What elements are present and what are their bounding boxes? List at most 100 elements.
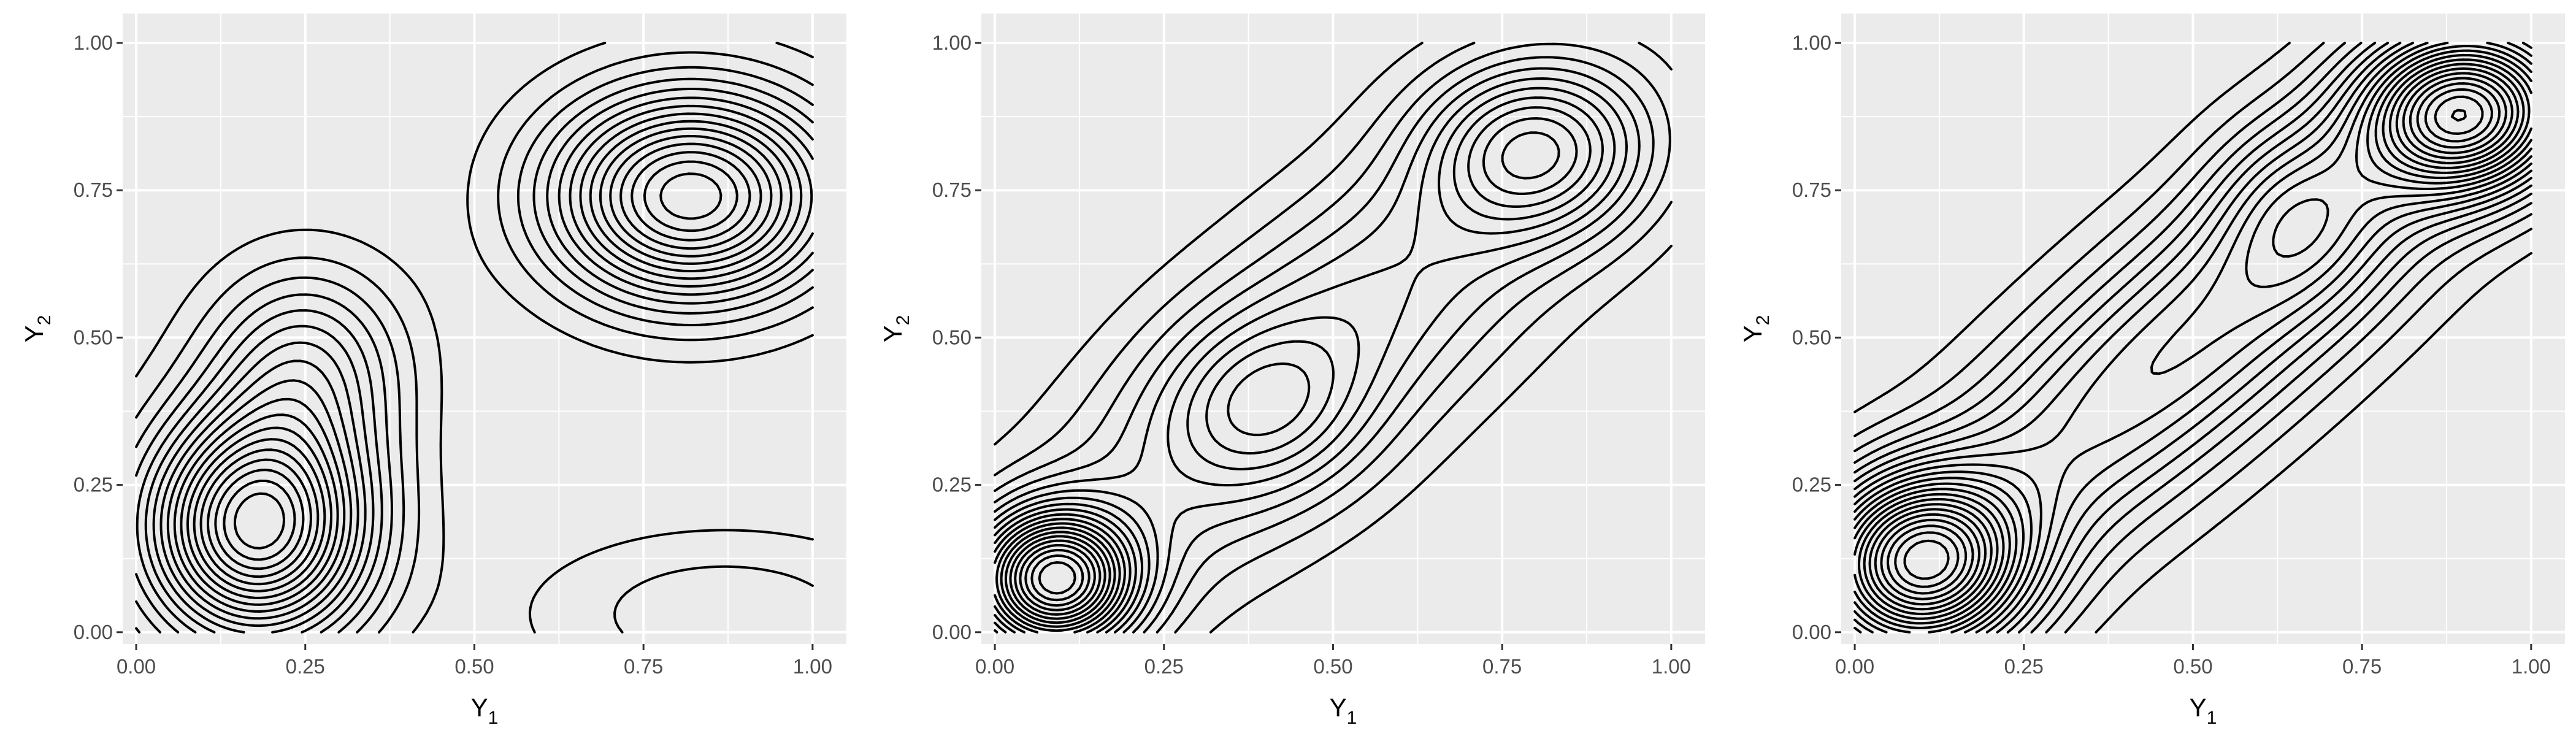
y-axis-title: Y2 bbox=[20, 315, 55, 343]
x-tick-label: 0.25 bbox=[1144, 655, 1184, 678]
contour-line-level-12 bbox=[1853, 49, 2532, 634]
x-tick-label: 0.50 bbox=[2173, 655, 2212, 678]
contour-line-level-15 bbox=[1009, 535, 1106, 620]
x-tick-label: 0.25 bbox=[2004, 655, 2044, 678]
y-tick-label: 0.25 bbox=[1792, 473, 1831, 496]
contour-line-level-6 bbox=[1853, 42, 2532, 634]
y-axis-title: Y2 bbox=[878, 315, 913, 343]
contour-line-level-17 bbox=[1868, 72, 2513, 611]
contour-lines bbox=[994, 42, 1673, 634]
x-tick-label: 0.75 bbox=[2342, 655, 2382, 678]
contour-line-level-2 bbox=[994, 42, 1673, 634]
contour-line-level-11 bbox=[1853, 45, 2532, 634]
contour-panel-2: 0.00 0.25 0.50 0.75 1.00 0.00 0.25 0.50 0.75 1.00… bbox=[878, 13, 1705, 728]
contour-line-level-4 bbox=[135, 77, 814, 634]
y-tick-label: 0.25 bbox=[932, 473, 972, 496]
contour-line-level-5 bbox=[136, 88, 814, 634]
contour-line-level-19 bbox=[1030, 554, 1084, 602]
contour-line-level-3 bbox=[994, 42, 1671, 634]
contour-line-level-7 bbox=[1853, 42, 2532, 634]
x-tick-label: 0.00 bbox=[1835, 655, 1874, 678]
contour-line-level-8 bbox=[159, 112, 803, 627]
contour-line-level-18 bbox=[1024, 548, 1091, 607]
contour-line-level-14 bbox=[1004, 531, 1111, 624]
y-tick-label: 0.25 bbox=[74, 473, 113, 496]
contour-line-level-16 bbox=[1014, 539, 1102, 616]
contour-line-level-12 bbox=[995, 522, 1121, 632]
x-tick-label: 0.00 bbox=[975, 655, 1014, 678]
y-tick-label: 0.50 bbox=[74, 326, 113, 348]
y-axis-title: Y2 bbox=[1738, 315, 1773, 343]
contour-line-level-7 bbox=[994, 86, 1616, 634]
contour-line-level-12 bbox=[186, 142, 762, 599]
y-tick-label: 0.00 bbox=[74, 621, 113, 643]
y-tick-label: 0.75 bbox=[74, 178, 113, 201]
contour-line-level-4 bbox=[1853, 42, 2532, 634]
contour-line-level-10 bbox=[1853, 42, 2532, 634]
contour-line-level-5 bbox=[994, 67, 1641, 634]
x-axis-title: Y1 bbox=[1330, 693, 1357, 728]
x-axis-title: Y1 bbox=[2190, 693, 2217, 728]
x-tick-label: 1.00 bbox=[1652, 655, 1691, 678]
contour-lines bbox=[1853, 42, 2532, 634]
contour-panel-1: 0.00 0.25 0.50 0.75 1.00 0.00 0.25 0.50 0.75 1.00… bbox=[20, 13, 846, 728]
contour-line-level-1 bbox=[1853, 42, 2532, 634]
x-tick-label: 0.00 bbox=[117, 655, 156, 678]
y-tick-label: 0.50 bbox=[932, 326, 972, 348]
y-tick-label: 0.00 bbox=[1792, 621, 1831, 643]
contour-line-level-10 bbox=[994, 117, 1578, 634]
y-tick-label: 0.50 bbox=[1792, 326, 1831, 348]
contour-line-level-8 bbox=[1853, 42, 2532, 634]
contour-line-level-13 bbox=[1853, 53, 2532, 629]
contour-line-level-11 bbox=[994, 131, 1560, 634]
contour-line-level-3 bbox=[1853, 42, 2532, 634]
contour-line-level-9 bbox=[1853, 42, 2532, 634]
contour-line-level-6 bbox=[144, 96, 814, 634]
contour-line-level-9 bbox=[994, 106, 1592, 634]
x-tick-label: 0.50 bbox=[1313, 655, 1352, 678]
contour-line-level-13 bbox=[1000, 526, 1116, 628]
contour-line-level-15 bbox=[207, 172, 723, 578]
x-tick-label: 0.50 bbox=[454, 655, 494, 678]
contour-line-level-22 bbox=[1903, 109, 2467, 580]
contour-line-level-1 bbox=[994, 42, 1673, 634]
y-tick-label: 0.75 bbox=[932, 178, 972, 201]
contour-line-level-2 bbox=[1853, 42, 2532, 634]
contour-line-level-18 bbox=[1874, 77, 2507, 606]
x-tick-label: 1.00 bbox=[793, 655, 832, 678]
contour-line-level-13 bbox=[193, 151, 751, 592]
plot-panel-background bbox=[1841, 13, 2565, 644]
contour-line-level-18 bbox=[233, 492, 285, 550]
contour-line-level-4 bbox=[994, 56, 1655, 634]
y-tick-label: 1.00 bbox=[932, 31, 972, 54]
contour-line-level-21 bbox=[1894, 95, 2484, 588]
x-tick-label: 0.75 bbox=[1482, 655, 1522, 678]
contour-line-level-11 bbox=[180, 134, 773, 606]
contour-line-level-3 bbox=[135, 66, 814, 634]
contour-line-level-1 bbox=[135, 42, 814, 634]
contour-line-level-6 bbox=[994, 77, 1628, 634]
contour-panel-3: 0.00 0.25 0.50 0.75 1.00 0.00 0.25 0.50 0.75 1.00… bbox=[1738, 13, 2565, 728]
contour-line-level-2 bbox=[135, 51, 814, 634]
y-tick-label: 1.00 bbox=[74, 31, 113, 54]
contour-line-level-10 bbox=[173, 127, 783, 613]
x-tick-label: 0.25 bbox=[286, 655, 325, 678]
contour-line-level-20 bbox=[1887, 88, 2493, 595]
contour-line-level-15 bbox=[1858, 63, 2525, 620]
plot-panel-background bbox=[981, 13, 1705, 644]
contour-line-level-9 bbox=[166, 120, 792, 620]
contour-line-level-14 bbox=[1853, 58, 2531, 625]
contour-line-level-7 bbox=[152, 104, 813, 634]
contour-line-level-5 bbox=[1853, 42, 2532, 634]
contour-lines bbox=[135, 42, 814, 634]
y-tick-label: 1.00 bbox=[1792, 31, 1831, 54]
contour-line-level-16 bbox=[214, 469, 305, 570]
y-tick-label: 0.00 bbox=[932, 621, 972, 643]
contour-line-level-17 bbox=[223, 479, 296, 561]
contour-line-level-14 bbox=[199, 160, 738, 586]
x-tick-label: 1.00 bbox=[2512, 655, 2551, 678]
contour-line-level-16 bbox=[1863, 67, 2520, 616]
contour-line-level-19 bbox=[1880, 82, 2501, 600]
contour-line-level-17 bbox=[1019, 543, 1096, 611]
